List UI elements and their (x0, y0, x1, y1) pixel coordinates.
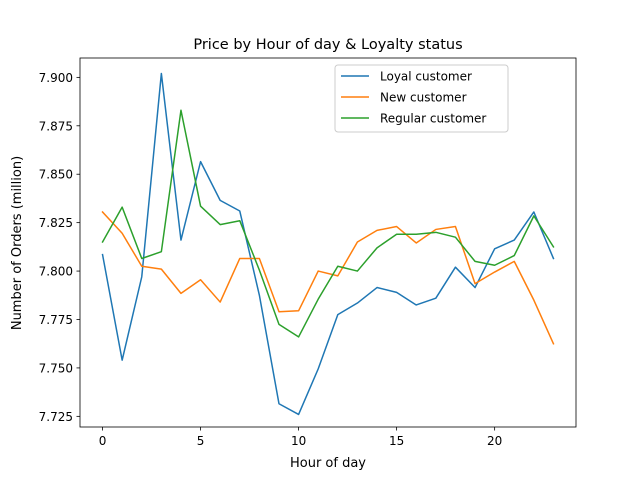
legend: Loyal customer New customer Regular custom… (334, 64, 509, 133)
legend-label-2: Regular customer (380, 112, 486, 126)
series-line-1 (101, 210, 555, 345)
legend-label-0: Loyal customer (380, 70, 472, 84)
chart-title: Price by Hour of day & Loyalty status (193, 37, 462, 53)
x-tick-label: 15 (389, 434, 404, 448)
axes-frame (79, 57, 577, 428)
x-tick-label: 0 (99, 434, 107, 448)
y-tick-label: 7.775 (39, 313, 73, 327)
y-tick-label: 7.850 (39, 168, 73, 182)
series-line-2 (101, 109, 555, 338)
y-tick-label: 7.800 (39, 265, 73, 279)
x-tick-label: 5 (197, 434, 205, 448)
x-tick-label: 10 (291, 434, 306, 448)
y-tick-label: 7.875 (39, 119, 73, 133)
x-tick-label: 20 (487, 434, 502, 448)
x-axis-label: Hour of day (290, 456, 366, 471)
y-tick-label: 7.900 (39, 71, 73, 85)
axes: 0 5 10 15 20 7.725 7.750 7.775 7.800 7.825 7.850 7.… (39, 57, 577, 448)
plot-area (101, 72, 555, 416)
legend-label-1: New customer (380, 91, 467, 105)
y-tick-label: 7.725 (39, 410, 73, 424)
y-axis-label: Number of Orders (million) (10, 156, 25, 330)
legend-box (334, 64, 509, 133)
y-tick-label: 7.750 (39, 361, 73, 375)
y-tick-label: 7.825 (39, 216, 73, 230)
